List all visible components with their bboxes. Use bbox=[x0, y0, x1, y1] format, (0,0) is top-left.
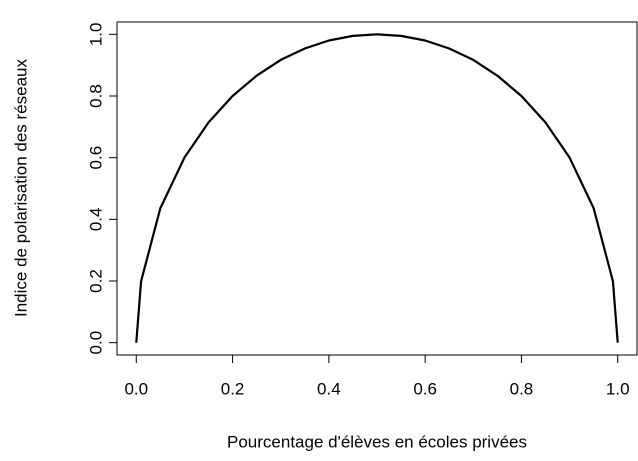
x-tick-label: 0.2 bbox=[221, 379, 245, 398]
x-tick-label: 0.0 bbox=[124, 379, 148, 398]
y-tick-label: 0.4 bbox=[86, 208, 105, 232]
y-tick-label: 0.2 bbox=[86, 269, 105, 293]
y-axis-label: Indice de polarisation des réseaux bbox=[11, 59, 30, 317]
x-tick-label: 1.0 bbox=[606, 379, 630, 398]
line bbox=[135, 33, 619, 343]
x-tick-label: 0.8 bbox=[510, 379, 534, 398]
y-tick-label: 0.8 bbox=[86, 84, 105, 108]
x-tick-label: 0.4 bbox=[317, 379, 341, 398]
x-tick-label: 0.6 bbox=[413, 379, 437, 398]
x-axis-label: Pourcentage d'élèves en écoles privées bbox=[227, 432, 527, 451]
y-tick-label: 1.0 bbox=[86, 23, 105, 47]
y-tick-label: 0.0 bbox=[86, 331, 105, 355]
y-tick-label: 0.6 bbox=[86, 146, 105, 170]
